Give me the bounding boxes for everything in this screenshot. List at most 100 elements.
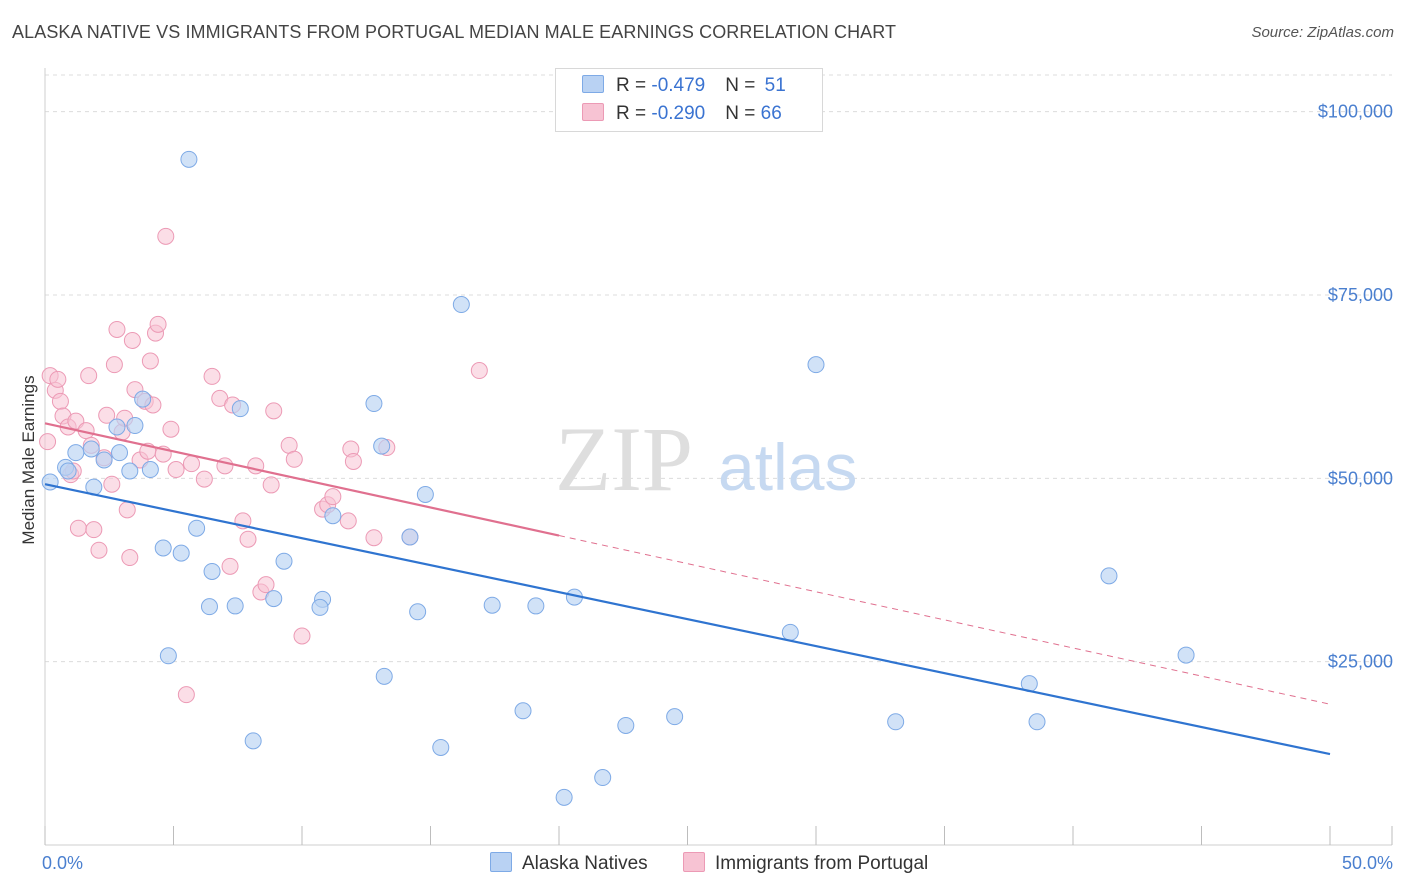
data-point [162,420,180,438]
data-point [226,597,244,615]
x-tick-label: 50.0% [1342,853,1393,873]
data-point [311,598,329,616]
data-point [188,519,206,537]
data-point [373,437,391,455]
data-point [375,667,393,685]
data-point [182,455,200,473]
data-point [177,686,195,704]
r-value: -0.290 [651,103,706,124]
data-point [67,444,85,462]
chart-source: Source: ZipAtlas.com [1251,24,1394,41]
data-point [293,627,311,645]
n-value: 51 [764,75,786,96]
y-tick-label: $50,000 [1328,468,1393,488]
blue-swatch [582,75,604,93]
watermark-atlas: atlas [718,430,857,504]
y-tick-label: $100,000 [1318,102,1393,122]
data-point [666,708,684,726]
axis-labels: $25,000 $50,000 $75,000 $100,000 0.0% 50.0% Me… [19,102,1393,873]
data-point [470,362,488,380]
r-label: R = [616,75,652,96]
data-point [514,702,532,720]
data-point [527,597,545,615]
legend-label: Alaska Natives [522,853,648,874]
data-point [95,451,113,469]
data-point [98,406,116,424]
trend-line-extension [558,535,1331,705]
data-point [265,402,283,420]
data-point [82,440,100,458]
data-point [49,370,67,388]
data-point [149,315,167,333]
data-point [617,716,635,734]
legend-label: Immigrants from Portugal [714,853,929,874]
data-point [432,738,450,756]
data-point [781,623,799,641]
data-point [105,356,123,374]
data-point [203,562,221,580]
data-point [244,732,262,750]
data-point [85,521,103,539]
grid-lines [45,74,1392,663]
axes [44,68,1393,846]
data-point [69,519,87,537]
n-label: N = [725,103,761,124]
data-point [121,549,139,567]
data-point [231,400,249,418]
x-tick-label: 0.0% [42,853,83,873]
pink-swatch [682,852,705,872]
chart-title: ALASKA NATIVE VS IMMIGRANTS FROM PORTUGA… [12,22,897,42]
data-point [111,444,129,462]
legend-row-alaska-natives: R = -0.479 N = 51 [582,75,786,97]
data-point [324,507,342,525]
n-value: 66 [760,103,782,124]
data-point [51,392,69,410]
data-point [594,769,612,787]
trend-line-immigrants-from-portugal [44,422,560,537]
data-point [452,296,470,314]
data-point [416,485,434,503]
data-point [195,470,213,488]
data-point [344,452,362,470]
data-point [365,395,383,413]
data-point [807,356,825,374]
data-point [121,462,139,480]
data-point [103,475,121,493]
data-point [108,320,126,338]
data-point [126,417,144,435]
series-alaska-natives-points [41,150,1195,806]
watermark-zip: ZIP [555,408,693,510]
data-point [118,501,136,519]
legend-row-immigrants-from-portugal: R = -0.290 N = 66 [582,103,782,125]
data-point [555,788,573,806]
data-point [159,647,177,665]
data-point [285,450,303,468]
data-point [180,150,198,168]
pink-swatch [582,103,604,121]
data-point [39,433,57,451]
n-label: N = [725,75,761,96]
data-point [409,603,427,621]
data-point [365,529,383,547]
watermark: ZIP atlas [555,408,857,510]
data-point [483,596,501,614]
data-point [141,461,159,479]
data-point [154,539,172,557]
data-point [123,331,141,349]
data-point [90,541,108,559]
data-point [167,461,185,479]
data-point [134,390,152,408]
data-point [324,488,342,506]
correlation-legend: R = -0.479 N = 51 R = -0.290 N = 66 [555,68,823,132]
data-point [200,598,218,616]
data-point [275,552,293,570]
data-point [265,590,283,608]
trend-line-alaska-natives [44,483,1331,756]
y-tick-label: $75,000 [1328,285,1393,305]
series-legend: Alaska Natives Immigrants from Portugal [490,852,958,875]
data-point [239,530,257,548]
data-point [59,462,77,480]
data-point [339,512,357,530]
legend-item-immigrants-from-portugal: Immigrants from Portugal [682,852,929,875]
